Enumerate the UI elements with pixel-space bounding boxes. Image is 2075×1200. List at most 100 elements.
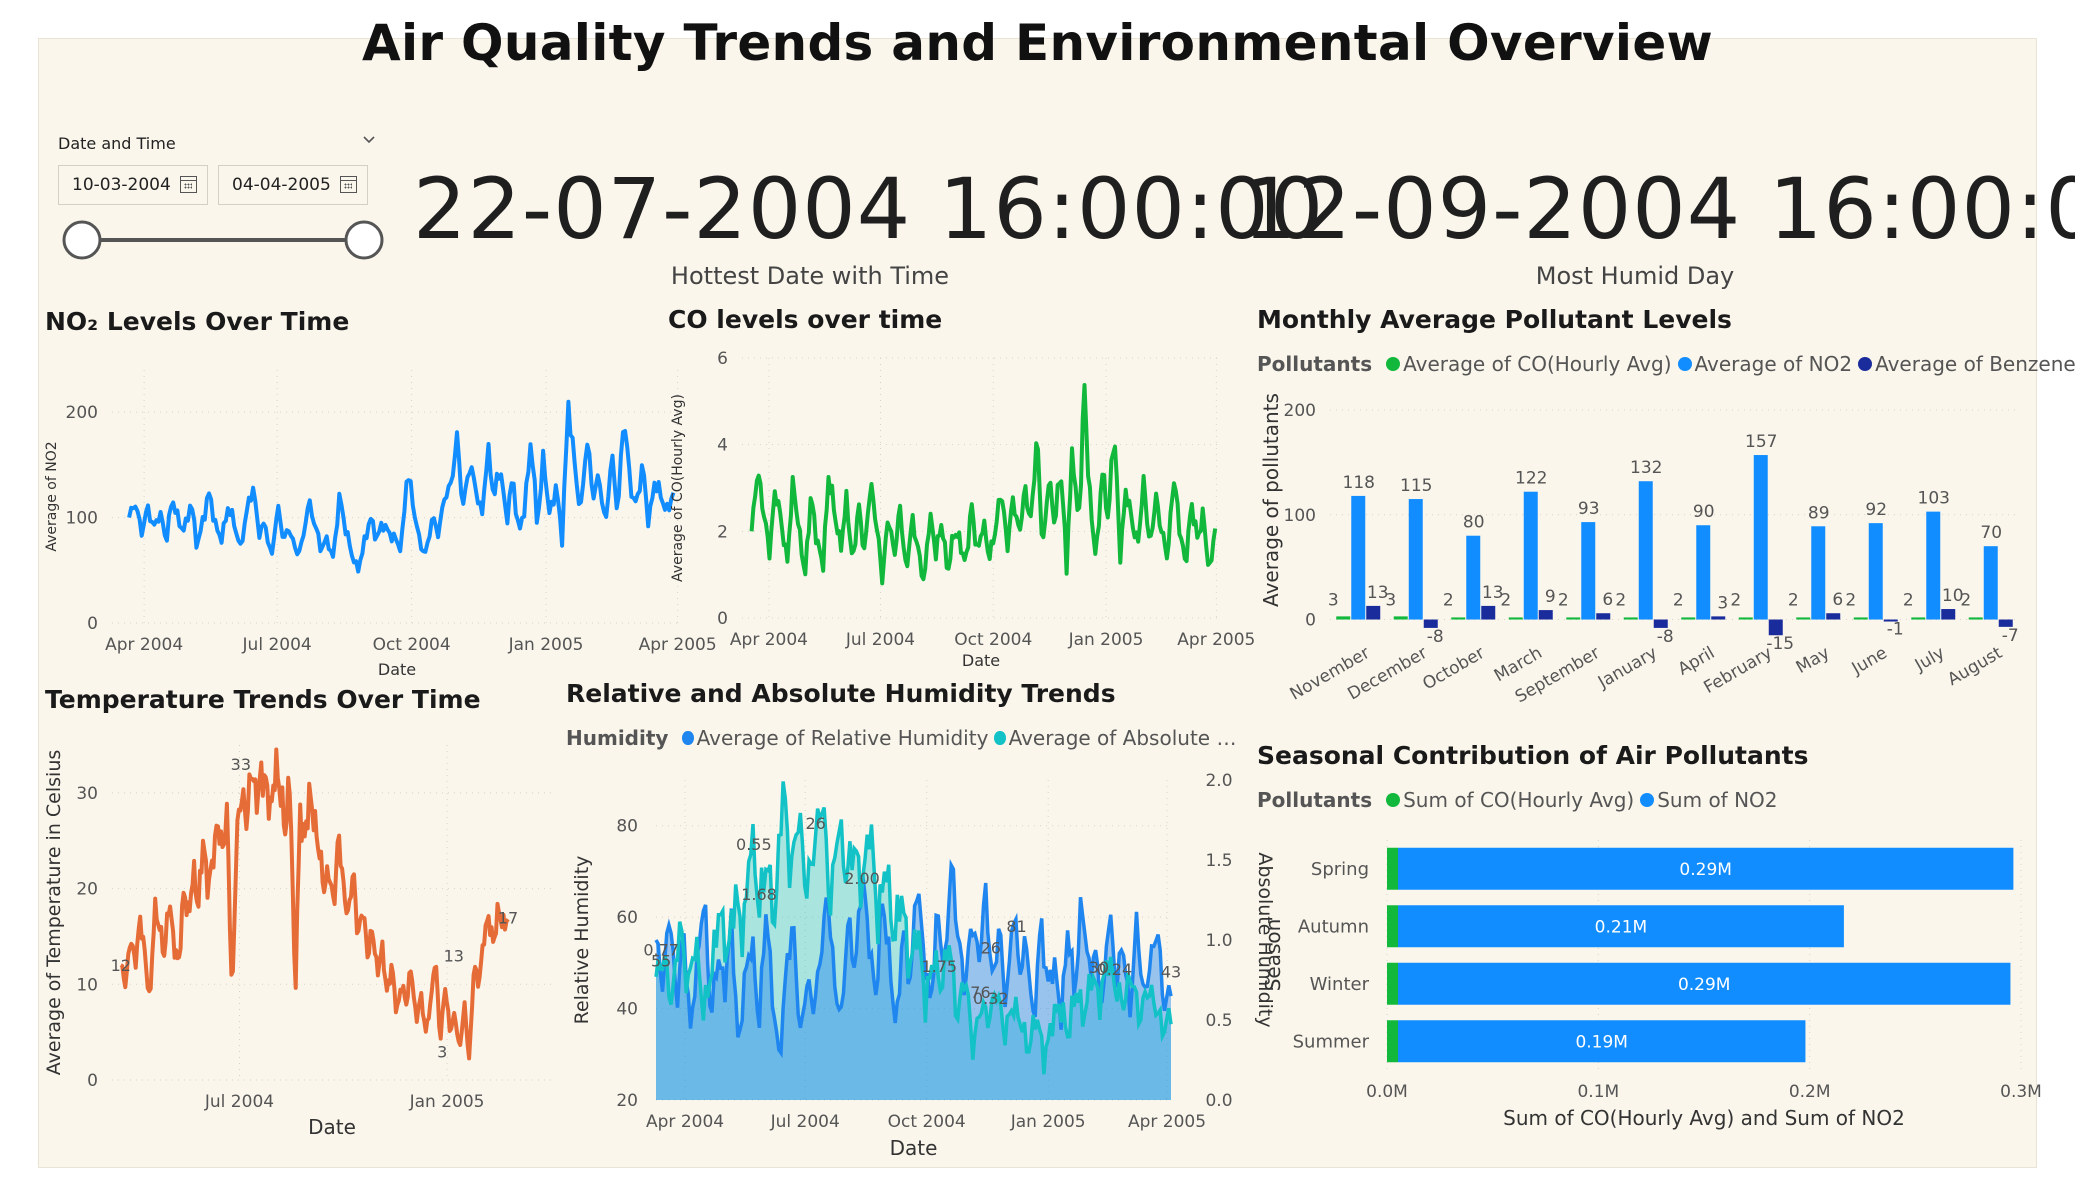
bar[interactable] [1538, 610, 1553, 620]
bar[interactable] [1481, 605, 1496, 620]
bar[interactable] [1768, 619, 1783, 636]
bar[interactable] [1968, 617, 1983, 620]
data-label: 3 [1717, 593, 1728, 613]
y-tick-label: 4 [717, 436, 728, 456]
co-chart-title: CO levels over time [668, 305, 943, 334]
end-date-input[interactable]: 04-04-2005 [218, 165, 368, 205]
end-date-value: 04-04-2005 [232, 175, 331, 195]
bar[interactable] [1408, 499, 1423, 620]
bar-co[interactable] [1387, 1020, 1398, 1063]
bar[interactable] [1681, 617, 1696, 620]
bar[interactable] [1351, 495, 1366, 620]
bar[interactable] [1596, 613, 1611, 620]
legend-no2[interactable]: Average of NO2 [1694, 352, 1853, 376]
bar[interactable] [1653, 619, 1668, 628]
x-tick-label: Jul 2004 [770, 1112, 840, 1132]
humidity-area-chart[interactable]: 20 40 60 80 0.0 0.5 1.0 1.5 2.0 Apr 2004 Jul 2004 O… [560, 760, 1276, 1170]
bar-no2[interactable] [1398, 847, 2014, 890]
bar-no2[interactable] [1398, 905, 1844, 948]
bar[interactable] [1393, 616, 1408, 620]
bar[interactable] [1423, 619, 1438, 628]
bar[interactable] [1638, 481, 1653, 620]
y-tick-label: Autumn [1298, 916, 1369, 937]
bar-no2[interactable] [1398, 1020, 1806, 1063]
data-label: 6 [1602, 590, 1613, 610]
legend-co-sum[interactable]: Sum of CO(Hourly Avg) [1403, 788, 1635, 812]
legend-benzene[interactable]: Average of Benzene [1875, 352, 2075, 376]
bar[interactable] [1523, 491, 1538, 620]
bar-co[interactable] [1387, 847, 1398, 890]
series-line[interactable] [127, 399, 676, 574]
ah-line[interactable] [654, 781, 1173, 1075]
seasonal-legend: Pollutants Sum of CO(Hourly Avg) Sum of … [1257, 788, 1778, 812]
temperature-line-chart[interactable]: 0 10 20 30 Jul 2004 Jan 2005 Date Average of Te… [30, 720, 560, 1170]
date-range-slider[interactable] [58, 218, 398, 266]
x-tick-label: 0.0M [1366, 1082, 1408, 1102]
bar[interactable] [1983, 546, 1998, 620]
data-label: 55 [651, 951, 671, 970]
data-label: 12 [111, 956, 131, 975]
y-axis-label: Average of CO(Hourly Avg) [670, 394, 686, 582]
legend-rh[interactable]: Average of Relative Humidity [696, 726, 989, 750]
x-tick-label: Jan 2005 [1010, 1112, 1086, 1132]
monthly-legend: Pollutants Average of CO(Hourly Avg) Ave… [1257, 352, 2075, 376]
bar[interactable] [1868, 523, 1883, 620]
no2-line-chart[interactable]: 0 100 200 Apr 2004 Jul 2004 Oct 2004 Jan 2005 A… [30, 340, 717, 680]
bar[interactable] [1711, 616, 1726, 620]
bar[interactable] [1753, 455, 1768, 620]
bar[interactable] [1883, 619, 1898, 622]
hottest-date-kpi: 22-07-2004 16:00:00 [413, 160, 1325, 258]
calendar-icon[interactable] [340, 176, 357, 193]
x-tick-label: 0.3M [2000, 1082, 2042, 1102]
bar[interactable] [1941, 609, 1956, 620]
bar[interactable] [1566, 617, 1581, 620]
bar[interactable] [1451, 617, 1466, 620]
start-date-input[interactable]: 10-03-2004 [58, 165, 208, 205]
bar[interactable] [1696, 525, 1711, 620]
bar[interactable] [1738, 617, 1753, 620]
bar[interactable] [1826, 613, 1841, 620]
bar-no2[interactable] [1398, 962, 2011, 1005]
slider-handle-end[interactable] [344, 220, 384, 260]
rh-line[interactable] [654, 858, 1173, 1059]
y2-axis-label: Absolute Humidity [1254, 852, 1276, 1027]
hottest-date-caption: Hottest Date with Time [670, 262, 950, 290]
y-tick-label: Winter [1310, 974, 1370, 995]
x-tick-label: Jul 2004 [845, 630, 915, 650]
humidity-chart-title: Relative and Absolute Humidity Trends [566, 679, 1116, 708]
bar[interactable] [1366, 605, 1381, 620]
calendar-icon[interactable] [180, 176, 197, 193]
x-tick-label: Apr 2005 [639, 635, 717, 655]
bar[interactable] [1811, 526, 1826, 620]
series-line[interactable] [119, 747, 510, 1061]
slider-handle-start[interactable] [62, 220, 102, 260]
bar[interactable] [1853, 617, 1868, 620]
legend-co[interactable]: Average of CO(Hourly Avg) [1403, 352, 1672, 376]
ah-area[interactable] [656, 781, 1171, 1101]
bar[interactable] [1581, 522, 1596, 620]
bar[interactable] [1998, 619, 2013, 627]
x-axis-label: Date [378, 660, 416, 679]
bar[interactable] [1336, 616, 1351, 620]
series-line[interactable] [749, 383, 1218, 586]
bar-co[interactable] [1387, 905, 1398, 948]
data-label: 3 [1328, 591, 1339, 611]
bar[interactable] [1926, 511, 1941, 620]
bar[interactable] [1508, 617, 1523, 620]
legend-no2-sum[interactable]: Sum of NO2 [1657, 788, 1778, 812]
legend-ah[interactable]: Average of Absolute Humidity [1008, 726, 1246, 750]
y-tick-label: 40 [616, 1000, 638, 1020]
bar[interactable] [1466, 535, 1481, 620]
bar[interactable] [1623, 617, 1638, 620]
legend-rh-swatch [682, 731, 694, 745]
x-tick-label: Jul 2004 [242, 635, 312, 655]
bar[interactable] [1796, 617, 1811, 620]
co-line-chart[interactable]: 0 2 4 6 Apr 2004 Jul 2004 Oct 2004 Jan 2005 Apr … [660, 340, 1255, 680]
seasonal-chart-title: Seasonal Contribution of Air Pollutants [1257, 741, 1809, 770]
bar-co[interactable] [1387, 962, 1398, 1005]
y-tick-label: 60 [616, 908, 638, 928]
bar[interactable] [1911, 617, 1926, 620]
seasonal-bar-chart[interactable]: 0.0M 0.1M 0.2M 0.3M Sum of CO(Hourly Avg) an… [1250, 820, 2042, 1170]
slicer-chevron-down-icon[interactable] [362, 132, 376, 146]
